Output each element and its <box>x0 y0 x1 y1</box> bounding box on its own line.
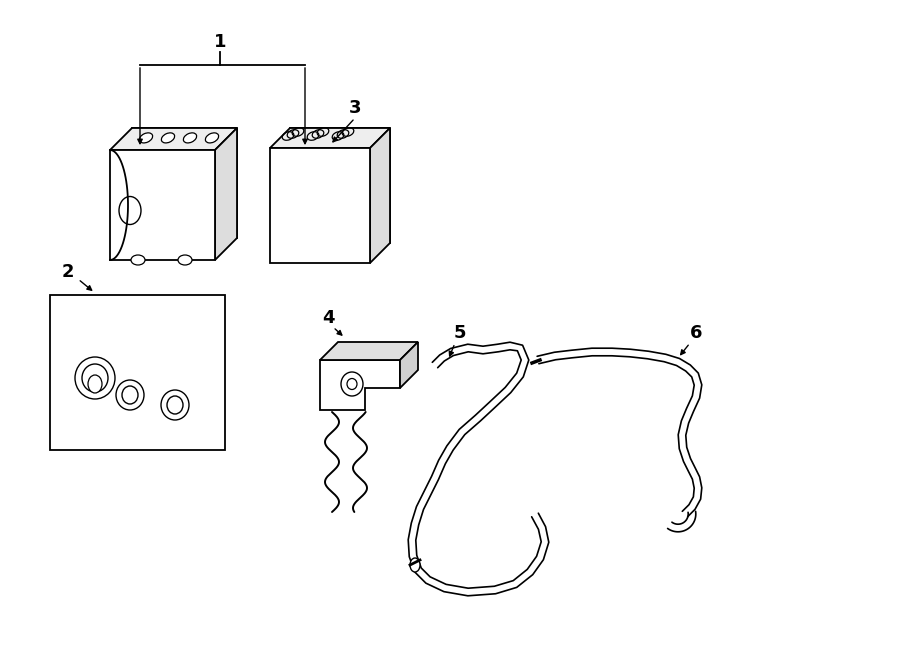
Polygon shape <box>110 128 237 150</box>
Ellipse shape <box>82 364 108 392</box>
Ellipse shape <box>184 133 196 143</box>
Polygon shape <box>110 150 215 260</box>
Ellipse shape <box>131 255 145 265</box>
Text: 5: 5 <box>454 324 466 342</box>
Polygon shape <box>370 128 390 263</box>
Text: 3: 3 <box>349 99 361 117</box>
Ellipse shape <box>88 375 102 393</box>
Ellipse shape <box>410 558 420 572</box>
Text: 2: 2 <box>62 263 74 281</box>
Ellipse shape <box>161 390 189 420</box>
Text: 1: 1 <box>214 33 226 51</box>
Polygon shape <box>320 360 400 410</box>
Polygon shape <box>215 128 237 260</box>
Text: 6: 6 <box>689 324 702 342</box>
Ellipse shape <box>167 396 183 414</box>
Bar <box>50 295 225 450</box>
Text: 4: 4 <box>322 309 334 327</box>
Polygon shape <box>400 342 418 388</box>
Ellipse shape <box>122 386 138 404</box>
Ellipse shape <box>178 255 192 265</box>
Polygon shape <box>320 342 418 360</box>
Ellipse shape <box>205 133 219 143</box>
Ellipse shape <box>140 133 153 143</box>
Ellipse shape <box>116 380 144 410</box>
Ellipse shape <box>161 133 175 143</box>
Polygon shape <box>270 128 390 148</box>
Ellipse shape <box>341 372 363 396</box>
Ellipse shape <box>119 196 141 225</box>
Ellipse shape <box>75 357 115 399</box>
Polygon shape <box>270 148 370 263</box>
